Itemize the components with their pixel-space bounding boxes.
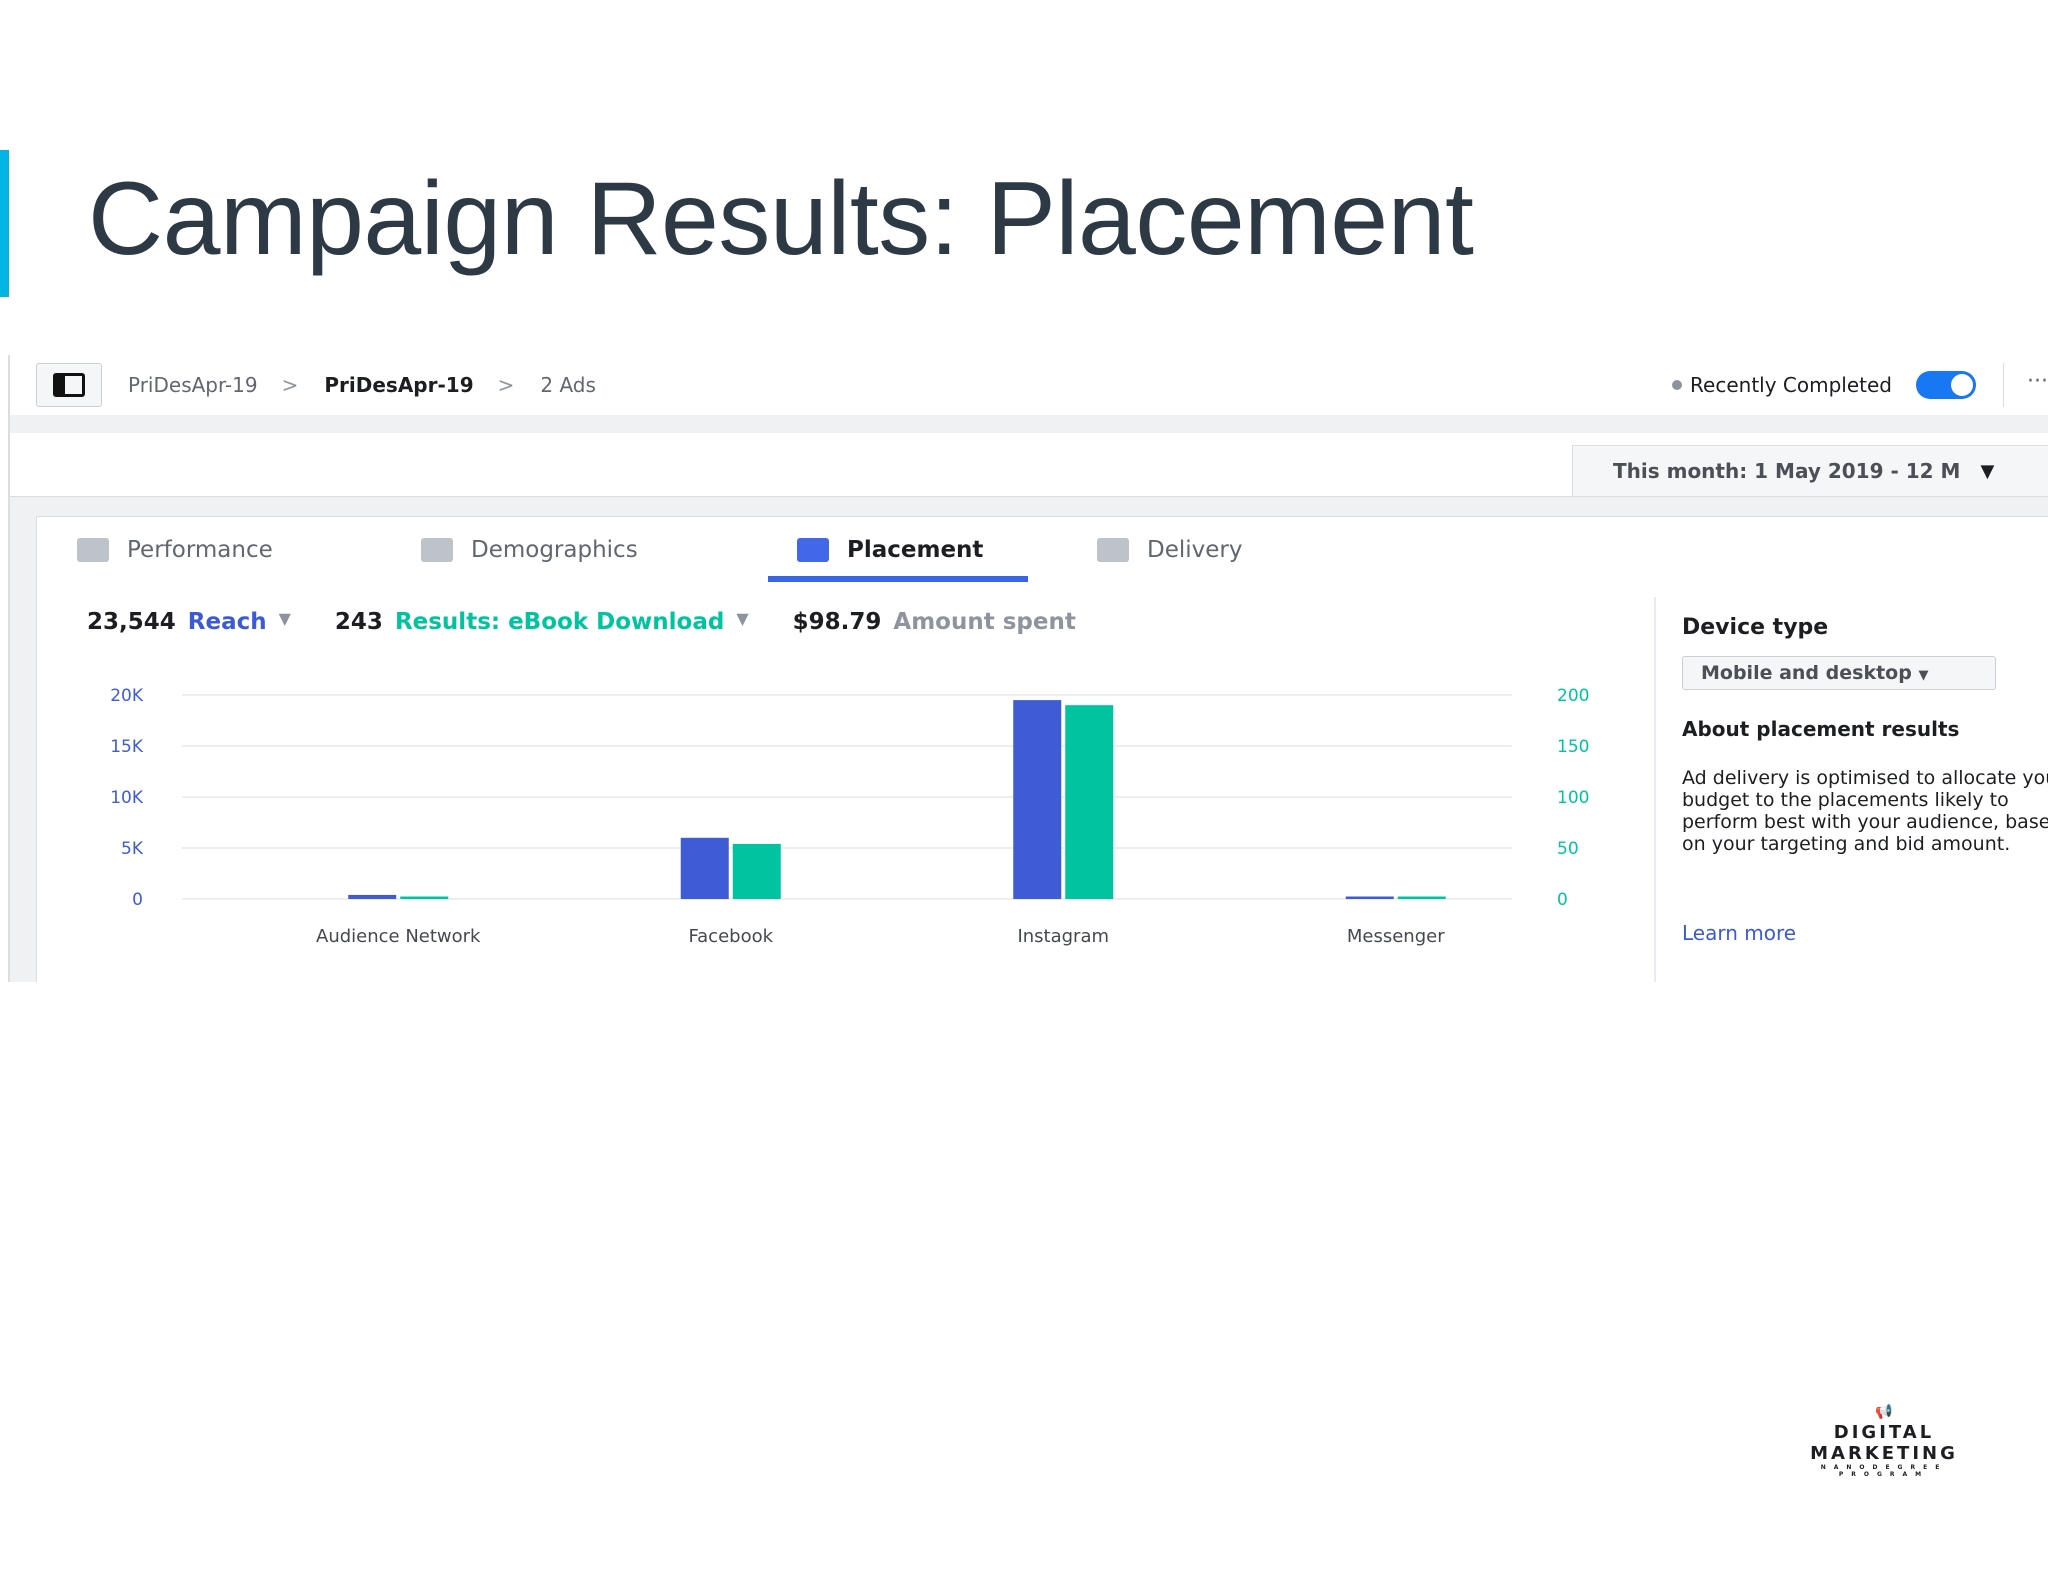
tab-performance[interactable]: Performance <box>77 517 273 583</box>
accent-bar <box>0 150 9 297</box>
ads-manager-screenshot: PriDesApr-19 > PriDesApr-19 > 2 Ads Rece… <box>8 355 2048 982</box>
logo-line1: DIGITAL MARKETING <box>1810 1422 1958 1464</box>
metrics-row: 23,544 Reach ▼ 243 Results: eBook Downlo… <box>87 609 1088 635</box>
bar-results <box>400 896 449 899</box>
tabs: Performance Demographics Placement Deliv… <box>37 517 2048 583</box>
right-axis-tick: 50 <box>1557 839 1579 859</box>
breadcrumb-ads[interactable]: 2 Ads <box>540 373 596 397</box>
active-tab-indicator <box>768 576 1028 582</box>
placement-icon <box>797 538 829 562</box>
bar-reach <box>1345 896 1394 899</box>
bar-results <box>732 843 781 899</box>
results-card: Performance Demographics Placement Deliv… <box>36 516 2048 982</box>
breadcrumb: PriDesApr-19 > PriDesApr-19 > 2 Ads Rece… <box>10 355 2048 415</box>
status-toggle[interactable] <box>1916 371 1976 399</box>
chevron-right-icon: > <box>497 373 515 397</box>
line-chart-icon <box>1097 538 1129 562</box>
spent-value: $98.79 <box>792 609 882 635</box>
category-label: Facebook <box>688 926 773 947</box>
tab-label: Performance <box>127 537 273 563</box>
bar-chart-icon <box>77 538 109 562</box>
reach-metric-selector[interactable]: Reach <box>187 609 267 635</box>
left-axis-tick: 5K <box>121 839 144 859</box>
left-axis-tick: 20K <box>110 686 144 706</box>
panel-divider <box>1654 597 1656 982</box>
bar-reach <box>1013 700 1062 899</box>
tab-delivery[interactable]: Delivery <box>1097 517 1242 583</box>
results-value: 243 <box>334 609 383 635</box>
megaphone-icon: 📢 <box>1875 1404 1893 1420</box>
sidebar-icon <box>53 373 85 397</box>
reach-value: 23,544 <box>87 609 176 635</box>
logo: 📢 DIGITAL MARKETING NANODEGREE PROGRAM <box>1776 1404 1992 1478</box>
breadcrumb-adset[interactable]: PriDesApr-19 <box>324 373 474 397</box>
right-axis-tick: 100 <box>1557 788 1589 808</box>
status-dot-icon <box>1672 380 1683 390</box>
spent-label: Amount spent <box>893 609 1076 635</box>
left-axis-tick: 10K <box>110 788 144 808</box>
placement-chart: 0 0 5K 50 10K 100 15K 150 20K 200 Audience Network… <box>110 686 1589 947</box>
category-label: Audience Network <box>316 926 481 947</box>
status-label: Recently Completed <box>1690 373 1892 397</box>
bar-results <box>1065 705 1114 899</box>
bar-results <box>1397 896 1446 899</box>
left-axis-tick: 0 <box>132 890 143 910</box>
bar-reach <box>348 894 397 899</box>
right-axis-tick: 0 <box>1557 890 1568 910</box>
tab-label: Delivery <box>1147 537 1243 563</box>
date-range-label: This month: 1 May 2019 - 12 M <box>1613 459 1961 483</box>
caret-down-icon: ▼ <box>1918 668 1929 683</box>
logo-line2: NANODEGREE PROGRAM <box>1820 1464 1948 1478</box>
caret-down-icon[interactable]: ▼ <box>278 609 291 628</box>
people-icon <box>421 538 453 562</box>
date-row: This month: 1 May 2019 - 12 M ▼ <box>10 433 2048 497</box>
toggle-panel-button[interactable] <box>36 363 102 407</box>
learn-more-link[interactable]: Learn more <box>1682 921 1797 945</box>
chevron-right-icon: > <box>281 373 299 397</box>
device-type-title: Device type <box>1682 615 1829 640</box>
about-title: About placement results <box>1682 717 1960 741</box>
tab-label: Demographics <box>471 537 638 563</box>
device-type-dropdown[interactable]: Mobile and desktop ▼ <box>1682 656 1996 690</box>
more-options-icon[interactable]: ··· <box>2027 369 2048 394</box>
caret-down-icon: ▼ <box>1980 460 1995 482</box>
slide-title: Campaign Results: Placement <box>88 161 1474 277</box>
divider <box>2003 363 2004 407</box>
category-label: Instagram <box>1017 926 1109 947</box>
category-label: Messenger <box>1347 926 1445 947</box>
bar-reach <box>680 837 729 899</box>
tab-demographics[interactable]: Demographics <box>421 517 638 583</box>
tab-label: Placement <box>847 537 984 563</box>
breadcrumb-campaign[interactable]: PriDesApr-19 <box>128 373 258 397</box>
caret-down-icon[interactable]: ▼ <box>736 609 749 628</box>
device-type-value: Mobile and desktop <box>1701 662 1912 684</box>
about-text: Ad delivery is optimised to allocate you… <box>1682 767 2048 855</box>
left-axis-tick: 15K <box>110 737 144 757</box>
tab-placement[interactable]: Placement <box>797 517 983 583</box>
status: Recently Completed <box>1672 355 1976 415</box>
results-metric-selector[interactable]: Results: eBook Download <box>394 609 725 635</box>
date-range-button[interactable]: This month: 1 May 2019 - 12 M ▼ <box>1572 445 2048 497</box>
right-axis-tick: 150 <box>1557 737 1589 757</box>
right-axis-tick: 200 <box>1557 686 1589 706</box>
